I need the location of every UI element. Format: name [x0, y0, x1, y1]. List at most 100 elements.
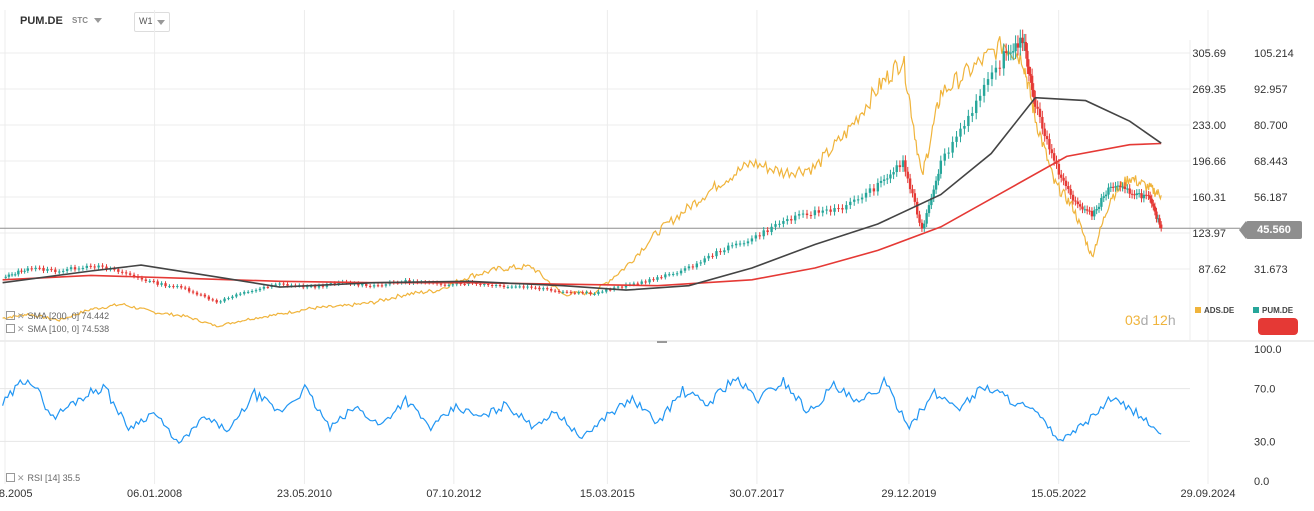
candle-body [553, 290, 557, 292]
candle-body [683, 268, 687, 271]
candle-body [1107, 187, 1110, 195]
candle-body [1034, 97, 1037, 107]
candle-body [207, 296, 211, 300]
settings-icon[interactable] [6, 324, 15, 333]
candle-body [1083, 209, 1087, 211]
rsi-indicator[interactable]: ✕ RSI [14] 35.5 [6, 473, 80, 484]
candle-body [939, 160, 943, 174]
close-icon[interactable]: ✕ [17, 324, 25, 334]
timeframe-select[interactable]: W1 [134, 12, 170, 32]
candle-body [841, 208, 844, 210]
candle-body [1019, 37, 1022, 48]
candle-body [1158, 218, 1161, 225]
candle-body [1076, 201, 1079, 205]
candle-body [1036, 106, 1039, 109]
candle-body [46, 269, 49, 271]
candle-body [34, 267, 37, 270]
candle-body [1043, 128, 1046, 137]
candle-body [920, 222, 924, 229]
legend-ads[interactable]: ADS.DE [1195, 306, 1234, 315]
candle-body [113, 268, 116, 270]
settings-icon[interactable] [6, 311, 15, 320]
status-badge[interactable] [1258, 318, 1298, 335]
left-axis-tick-label: 269.35 [1192, 84, 1226, 96]
candle-body [1007, 52, 1010, 54]
candle-body [793, 215, 797, 221]
candle-body [1024, 41, 1028, 51]
candle-body [561, 291, 565, 293]
candle-body [898, 165, 902, 168]
candle-body [337, 282, 340, 284]
candle-body [258, 288, 262, 291]
candle-body [758, 235, 761, 237]
candle-body [117, 269, 120, 272]
candle-body [879, 180, 883, 183]
candle-body [872, 188, 876, 192]
candle-body [913, 193, 917, 202]
candle-body [239, 293, 242, 295]
sma200-line [2, 142, 1162, 287]
candle-body [195, 292, 199, 295]
rsi-axis-tick-label: 30.0 [1254, 436, 1275, 448]
candle-body [463, 283, 466, 285]
candle-body [951, 141, 954, 153]
candle-body [994, 67, 998, 73]
rsi-axis-tick-label: 0.0 [1254, 476, 1269, 488]
candle-body [754, 235, 758, 239]
pane-resize-handle[interactable] [657, 341, 667, 343]
candle-body [546, 288, 549, 290]
candle-body [915, 201, 919, 215]
candle-body [1074, 200, 1077, 202]
settings-icon[interactable] [6, 473, 15, 482]
symbol-dropdown-icon[interactable] [94, 18, 102, 23]
candle-body [286, 284, 289, 286]
candle-body [1102, 196, 1105, 198]
candle-body [361, 283, 364, 286]
sma200-indicator[interactable]: ✕ SMA [200, 0] 74.442 [6, 311, 109, 322]
candle-body [597, 291, 600, 294]
candle-body [699, 262, 702, 264]
candle-body [923, 223, 926, 229]
candle-body [668, 274, 671, 276]
candle-body [93, 266, 96, 268]
candle-body [1062, 177, 1065, 181]
candle-body [817, 210, 821, 213]
close-icon[interactable]: ✕ [17, 473, 25, 483]
candle-body [73, 267, 77, 270]
candle-body [65, 269, 69, 271]
candle-body [1128, 188, 1131, 194]
legend-pum-label: PUM.DE [1262, 306, 1294, 315]
candle-body [1121, 186, 1124, 188]
candle-body [1029, 74, 1032, 76]
candle-body [69, 267, 73, 270]
candle-body [679, 270, 683, 274]
candle-body [853, 199, 856, 202]
candle-body [703, 258, 706, 263]
x-tick-label: 06.01.2008 [127, 488, 182, 500]
candle-body [687, 266, 691, 269]
ads-series-line [2, 36, 1162, 328]
candle-body [30, 268, 33, 270]
symbol-label[interactable]: PUM.DE [20, 15, 63, 27]
legend-pum[interactable]: PUM.DE [1253, 306, 1293, 315]
candle-body [372, 285, 376, 287]
candle-body [10, 274, 14, 276]
candle-body [77, 268, 81, 270]
candle-body [766, 230, 769, 232]
candle-body [1119, 185, 1122, 188]
candle-body [782, 221, 785, 224]
close-icon[interactable]: ✕ [17, 311, 25, 321]
candle-body [593, 293, 596, 295]
candle-body [864, 192, 868, 198]
candle-body [790, 219, 793, 221]
candle-body [487, 284, 490, 286]
sma100-indicator[interactable]: ✕ SMA [100, 0] 74.538 [6, 324, 109, 335]
countdown-hours-unit: h [1167, 312, 1176, 328]
candle-body [727, 245, 730, 251]
candle-body [860, 197, 864, 200]
candle-body [1155, 211, 1158, 219]
candle-body [144, 279, 148, 282]
candle-body [1090, 210, 1094, 217]
candle-body [7, 274, 11, 277]
